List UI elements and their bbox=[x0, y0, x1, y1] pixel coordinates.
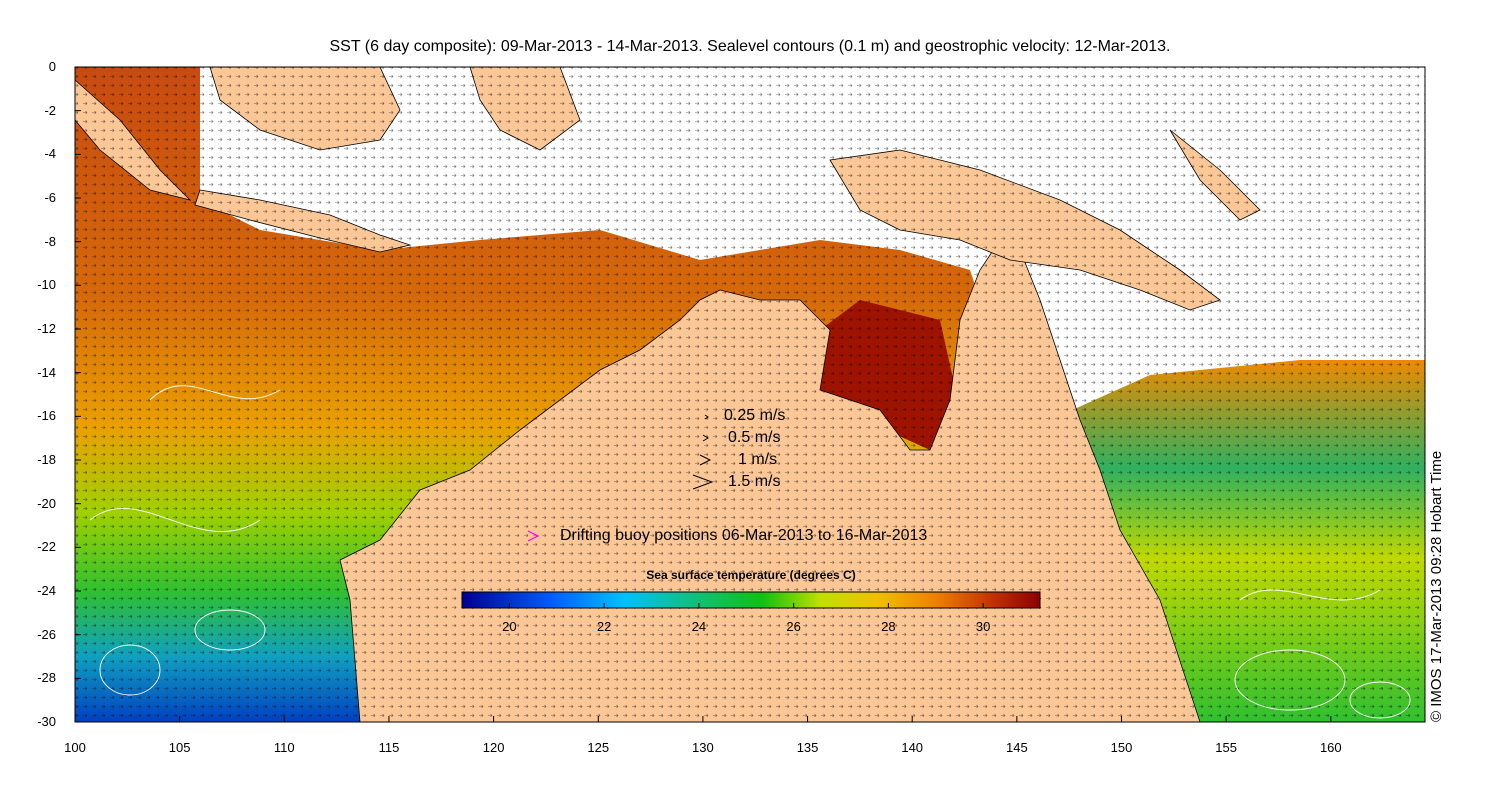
velocity-legend-2: 1 m/s bbox=[738, 451, 778, 468]
y-tick-label: -22 bbox=[37, 539, 56, 555]
x-tick-label: 125 bbox=[587, 740, 610, 755]
y-tick-label: 0 bbox=[48, 59, 56, 74]
velocity-vectors bbox=[75, 67, 1425, 722]
colorbar-tick-label: 30 bbox=[975, 619, 991, 634]
y-tick-label: -18 bbox=[37, 452, 56, 467]
colorbar-tick-label: 28 bbox=[881, 619, 896, 634]
buoy-legend-text: Drifting buoy positions 06-Mar-2013 to 1… bbox=[560, 527, 928, 544]
y-tick-label: -14 bbox=[37, 364, 56, 380]
velocity-legend-3: 1.5 m/s bbox=[728, 473, 781, 490]
y-tick-label: -8 bbox=[44, 233, 56, 249]
colorbar-tick-label: 26 bbox=[786, 619, 801, 634]
copyright-timestamp: © IMOS 17-Mar-2013 09:28 Hobart Time bbox=[1428, 450, 1445, 722]
y-tick-label: -10 bbox=[37, 277, 56, 293]
sealevel-contours bbox=[89, 385, 1411, 719]
x-tick-label: 155 bbox=[1215, 740, 1237, 755]
colorbar-tick-label: 24 bbox=[691, 619, 707, 634]
y-tick-label: -24 bbox=[37, 583, 56, 598]
velocity-legend-1: 0.5 m/s bbox=[728, 429, 781, 446]
y-tick-label: -6 bbox=[44, 190, 56, 205]
x-tick-label: 110 bbox=[273, 740, 295, 755]
y-tick-label: -16 bbox=[37, 408, 56, 424]
y-tick-label: -2 bbox=[44, 102, 56, 118]
x-tick-label: 130 bbox=[692, 740, 714, 755]
x-tick-label: 105 bbox=[168, 740, 191, 755]
colorbar-tick-label: 22 bbox=[596, 619, 612, 634]
x-tick-label: 115 bbox=[378, 740, 400, 755]
buoy-legend-marker bbox=[527, 530, 540, 542]
y-tick-label: -4 bbox=[44, 146, 56, 162]
y-tick-label: -28 bbox=[37, 670, 56, 686]
y-tick-label: -26 bbox=[37, 626, 56, 642]
x-tick-label: 100 bbox=[64, 740, 86, 755]
colorbar bbox=[461, 591, 1041, 609]
x-tick-label: 135 bbox=[796, 740, 819, 755]
x-tick-label: 145 bbox=[1006, 740, 1028, 755]
velocity-legend-arrows bbox=[692, 414, 714, 490]
x-tick-label: 120 bbox=[482, 740, 505, 755]
y-tick-label: -20 bbox=[37, 495, 56, 511]
x-tick-label: 160 bbox=[1319, 740, 1342, 755]
y-tick-label: -12 bbox=[37, 321, 56, 336]
x-tick-label: 140 bbox=[901, 740, 924, 755]
velocity-legend-0: 0.25 m/s bbox=[724, 407, 786, 424]
y-tick-label: -30 bbox=[37, 714, 56, 729]
x-tick-label: 150 bbox=[1110, 740, 1133, 755]
map-title: SST (6 day composite): 09-Mar-2013 - 14-… bbox=[329, 38, 1171, 55]
colorbar-tick-label: 20 bbox=[502, 619, 517, 634]
colorbar-title: Sea surface temperature (degrees C) bbox=[646, 568, 856, 582]
plot-frame bbox=[74, 66, 1426, 723]
